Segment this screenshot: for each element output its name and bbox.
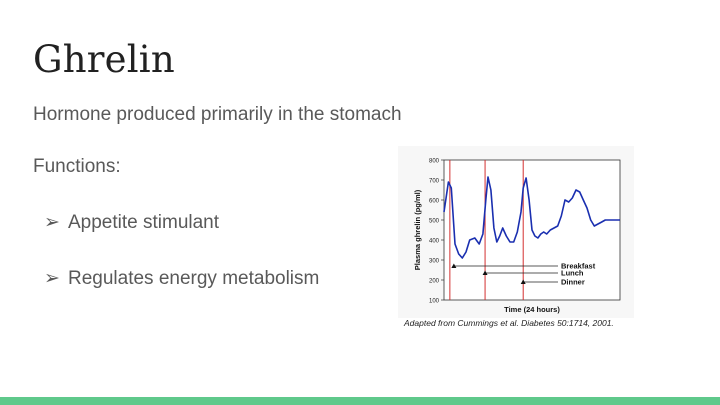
accent-bar (0, 397, 720, 405)
functions-label: Functions: (33, 156, 121, 177)
bullet-text: Regulates energy metabolism (68, 268, 320, 289)
slide-subtitle: Hormone produced primarily in the stomac… (33, 104, 402, 125)
y-tick-label: 400 (429, 239, 440, 245)
y-tick-label: 500 (429, 219, 440, 225)
chart-svg: 800 700 600 500 400 300 200 100 Plasma ghrelin (… (398, 146, 634, 318)
y-tick-label: 300 (429, 259, 440, 265)
meal-triangle-icon (451, 263, 457, 268)
y-tick-label: 600 (429, 199, 440, 205)
meal-triangle-icon (520, 279, 526, 284)
figure-caption: Adapted from Cummings et al. Diabetes 50… (404, 318, 614, 328)
y-tick-label: 800 (429, 159, 440, 165)
slide-title: Ghrelin (33, 38, 175, 81)
y-tick-label: 700 (429, 179, 440, 185)
y-axis-label: Plasma ghrelin (pg/ml) (413, 189, 422, 270)
ghrelin-chart: 800 700 600 500 400 300 200 100 Plasma ghrelin (… (398, 146, 634, 332)
meal-label: Lunch (561, 269, 584, 278)
y-tick-label: 200 (429, 279, 440, 285)
ghrelin-series-line (443, 176, 620, 259)
meal-triangle-icon (482, 270, 488, 275)
meal-label: Dinner (561, 278, 585, 287)
bullet-item: ➢ Regulates energy metabolism (44, 267, 319, 290)
bullet-item: ➢ Appetite stimulant (44, 211, 219, 234)
x-axis-label: Time (24 hours) (504, 305, 560, 314)
meal-label: Breakfast (561, 262, 596, 271)
bullet-text: Appetite stimulant (68, 212, 220, 233)
arrow-bullet-icon: ➢ (44, 212, 60, 233)
arrow-bullet-icon: ➢ (44, 268, 60, 289)
y-tick-label: 100 (429, 299, 440, 305)
